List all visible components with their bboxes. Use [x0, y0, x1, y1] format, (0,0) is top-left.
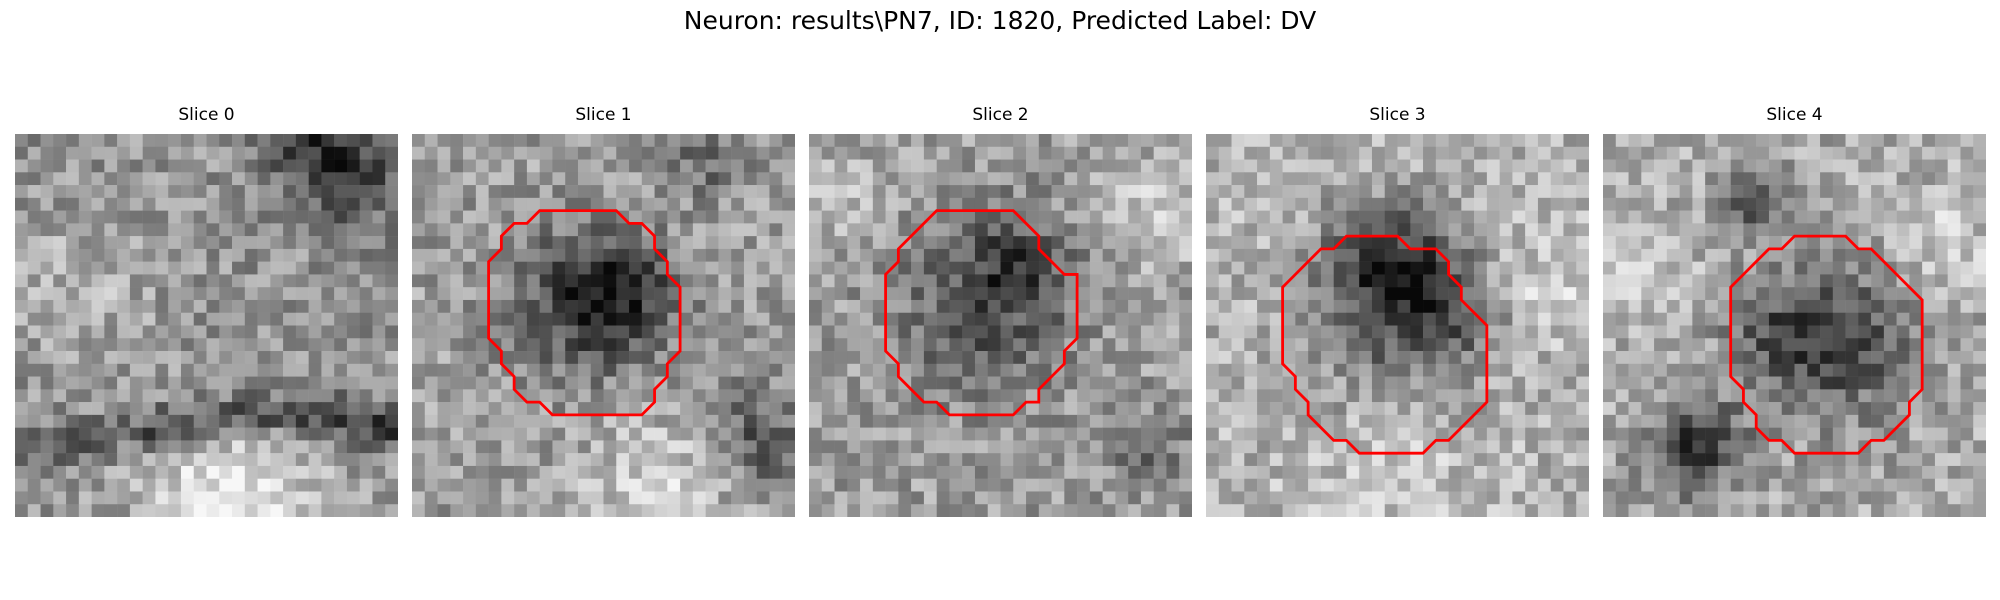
slice-title: Slice 2	[809, 105, 1192, 125]
slice-image	[1603, 134, 1986, 517]
slice-title: Slice 1	[412, 105, 795, 125]
slice-panel-1: Slice 1	[412, 105, 795, 515]
pixel-grid	[412, 134, 795, 517]
slice-panel-3: Slice 3	[1206, 105, 1589, 515]
slice-image	[1206, 134, 1589, 517]
pixel-grid	[15, 134, 398, 517]
pixel-grid	[1603, 134, 1986, 517]
figure-title: Neuron: results\PN7, ID: 1820, Predicted…	[0, 6, 2000, 35]
pixel-grid	[1206, 134, 1589, 517]
slice-image	[809, 134, 1192, 517]
slice-panel-2: Slice 2	[809, 105, 1192, 515]
pixel-grid	[809, 134, 1192, 517]
slice-image	[15, 134, 398, 517]
slice-panel-0: Slice 0	[15, 105, 398, 515]
slice-title: Slice 4	[1603, 105, 1986, 125]
slice-title: Slice 0	[15, 105, 398, 125]
slice-panel-4: Slice 4	[1603, 105, 1986, 515]
slice-title: Slice 3	[1206, 105, 1589, 125]
slice-image	[412, 134, 795, 517]
